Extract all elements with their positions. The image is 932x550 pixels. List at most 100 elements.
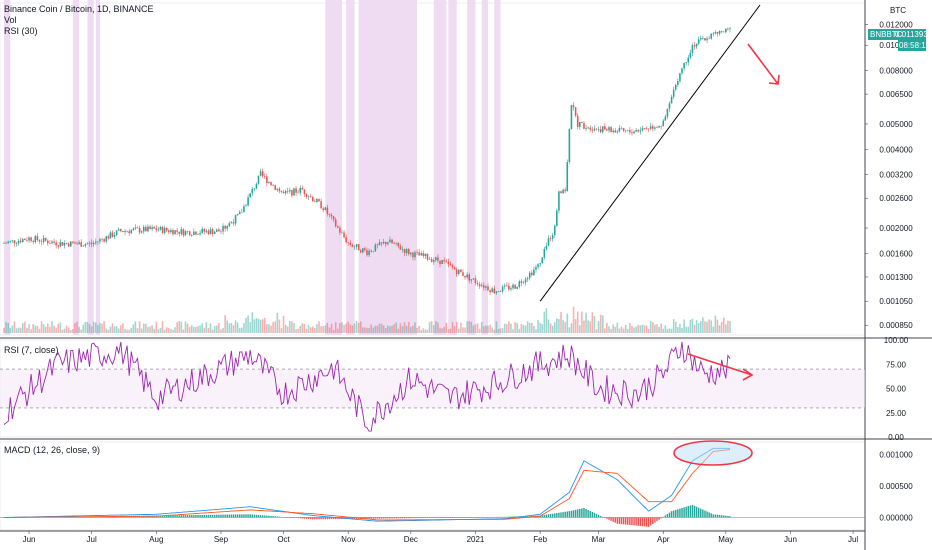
volume-bar xyxy=(115,326,118,333)
macd-histogram-bar xyxy=(654,517,656,523)
price-tick-label: 0.012000 xyxy=(879,20,913,29)
volume-bar xyxy=(685,326,687,333)
volume-bar xyxy=(132,324,135,333)
candle-body xyxy=(372,251,375,252)
macd-histogram-bar xyxy=(370,517,372,519)
macd-histogram-bar xyxy=(437,517,439,518)
time-tick-label: Apr xyxy=(657,535,670,544)
candle-body xyxy=(704,38,706,41)
volume-bar xyxy=(426,329,429,333)
macd-histogram-bar xyxy=(620,517,623,525)
volume-bar xyxy=(209,323,212,333)
volume-bar xyxy=(620,326,623,333)
volume-bar xyxy=(455,321,458,333)
candle-body xyxy=(245,205,247,207)
candle-body xyxy=(687,57,690,63)
volume-bar xyxy=(499,328,502,333)
macd-histogram-bar xyxy=(635,517,637,526)
candle-body xyxy=(643,128,646,129)
candle-body xyxy=(426,253,429,260)
candle-body xyxy=(259,171,262,176)
volume-bar xyxy=(422,328,425,333)
macd-histogram-bar xyxy=(639,517,642,527)
candle-body xyxy=(439,260,441,264)
macd-histogram-bar xyxy=(478,517,481,518)
highlight-band xyxy=(448,0,457,335)
volume-bar xyxy=(387,325,389,333)
volume-bar xyxy=(303,323,306,333)
candle-body xyxy=(253,188,256,190)
macd-histogram-bar xyxy=(320,517,322,520)
candle-body xyxy=(462,272,464,276)
macd-legend: MACD (12, 26, close, 9) xyxy=(4,445,101,455)
candle-body xyxy=(63,243,66,246)
macd-histogram-bar xyxy=(712,514,715,518)
volume-bar xyxy=(432,325,435,333)
macd-histogram-bar xyxy=(723,515,725,518)
candle-body xyxy=(282,191,285,194)
volume-bar xyxy=(159,327,162,333)
candle-body xyxy=(65,243,68,244)
macd-histogram-bar xyxy=(458,517,460,518)
volume-bar xyxy=(247,315,249,333)
volume-bar xyxy=(324,325,327,333)
volume-bar xyxy=(462,327,464,333)
macd-histogram-bar xyxy=(439,517,441,518)
volume-legend: Vol xyxy=(4,15,17,25)
volume-bar xyxy=(514,322,516,333)
price-tick-label: 0.005000 xyxy=(879,120,913,129)
candle-body xyxy=(505,285,508,287)
candle-body xyxy=(3,243,5,244)
candle-body xyxy=(195,231,197,235)
macd-histogram-bar xyxy=(543,514,546,518)
macd-histogram-bar xyxy=(232,514,235,518)
price-axis-unit: BTC xyxy=(890,6,906,15)
volume-bar xyxy=(566,313,569,333)
volume-bar xyxy=(378,323,381,333)
candle-body xyxy=(683,62,685,69)
candle-body xyxy=(359,250,362,253)
volume-bar xyxy=(318,321,320,333)
volume-bar xyxy=(203,327,206,333)
macd-histogram-bar xyxy=(253,514,256,518)
macd-histogram-bar xyxy=(687,506,690,518)
candle-body xyxy=(153,227,155,229)
rsi-legend: RSI (7, close) xyxy=(4,345,59,355)
candle-body xyxy=(522,282,525,283)
volume-bar xyxy=(483,326,485,333)
candle-body xyxy=(635,130,637,132)
volume-bar xyxy=(47,323,49,333)
candle-body xyxy=(151,227,153,230)
volume-bar xyxy=(380,323,383,333)
volume-bar xyxy=(539,322,541,333)
volume-bar xyxy=(24,321,26,333)
candle-body xyxy=(597,129,600,130)
candle-body xyxy=(124,231,126,232)
volume-bar xyxy=(105,328,108,333)
macd-histogram-bar xyxy=(309,517,312,520)
symbol-title: Binance Coin / Bitcoin, 1D, BINANCE xyxy=(4,4,154,14)
volume-bar xyxy=(729,320,731,333)
volume-bar xyxy=(257,318,260,333)
rsi-line xyxy=(3,341,731,432)
macd-histogram-bar xyxy=(549,513,552,518)
volume-bar xyxy=(349,324,352,333)
candle-body xyxy=(228,223,231,227)
macd-histogram-bar xyxy=(303,517,306,519)
candle-body xyxy=(299,187,302,193)
volume-bar xyxy=(424,329,427,333)
macd-histogram-bar xyxy=(493,516,495,518)
macd-tick-label: 0.001000 xyxy=(879,451,913,460)
candle-body xyxy=(128,231,130,234)
volume-bar xyxy=(403,322,406,333)
candle-body xyxy=(718,30,721,34)
time-tick-label: Jun xyxy=(23,535,36,544)
macd-histogram-bar xyxy=(495,516,498,518)
macd-histogram-bar xyxy=(186,515,189,518)
volume-bar xyxy=(412,325,414,333)
candle-body xyxy=(268,182,270,184)
volume-bar xyxy=(656,324,658,333)
macd-histogram-bar xyxy=(614,517,616,523)
volume-bar xyxy=(410,326,412,333)
volume-bar xyxy=(345,323,347,333)
